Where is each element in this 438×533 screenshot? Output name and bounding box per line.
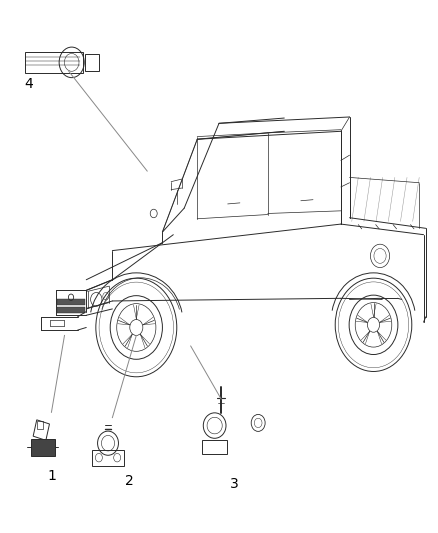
Text: 2: 2 — [125, 474, 134, 488]
Bar — [85, 54, 99, 71]
Bar — [92, 450, 124, 466]
Text: 3: 3 — [230, 477, 239, 491]
Bar — [37, 421, 43, 429]
Bar — [57, 300, 85, 305]
Bar — [33, 420, 49, 440]
Bar — [25, 52, 83, 73]
Bar — [31, 439, 55, 456]
Text: 1: 1 — [47, 469, 56, 483]
Bar — [202, 440, 227, 454]
Bar — [57, 308, 85, 313]
Text: 4: 4 — [24, 77, 33, 91]
